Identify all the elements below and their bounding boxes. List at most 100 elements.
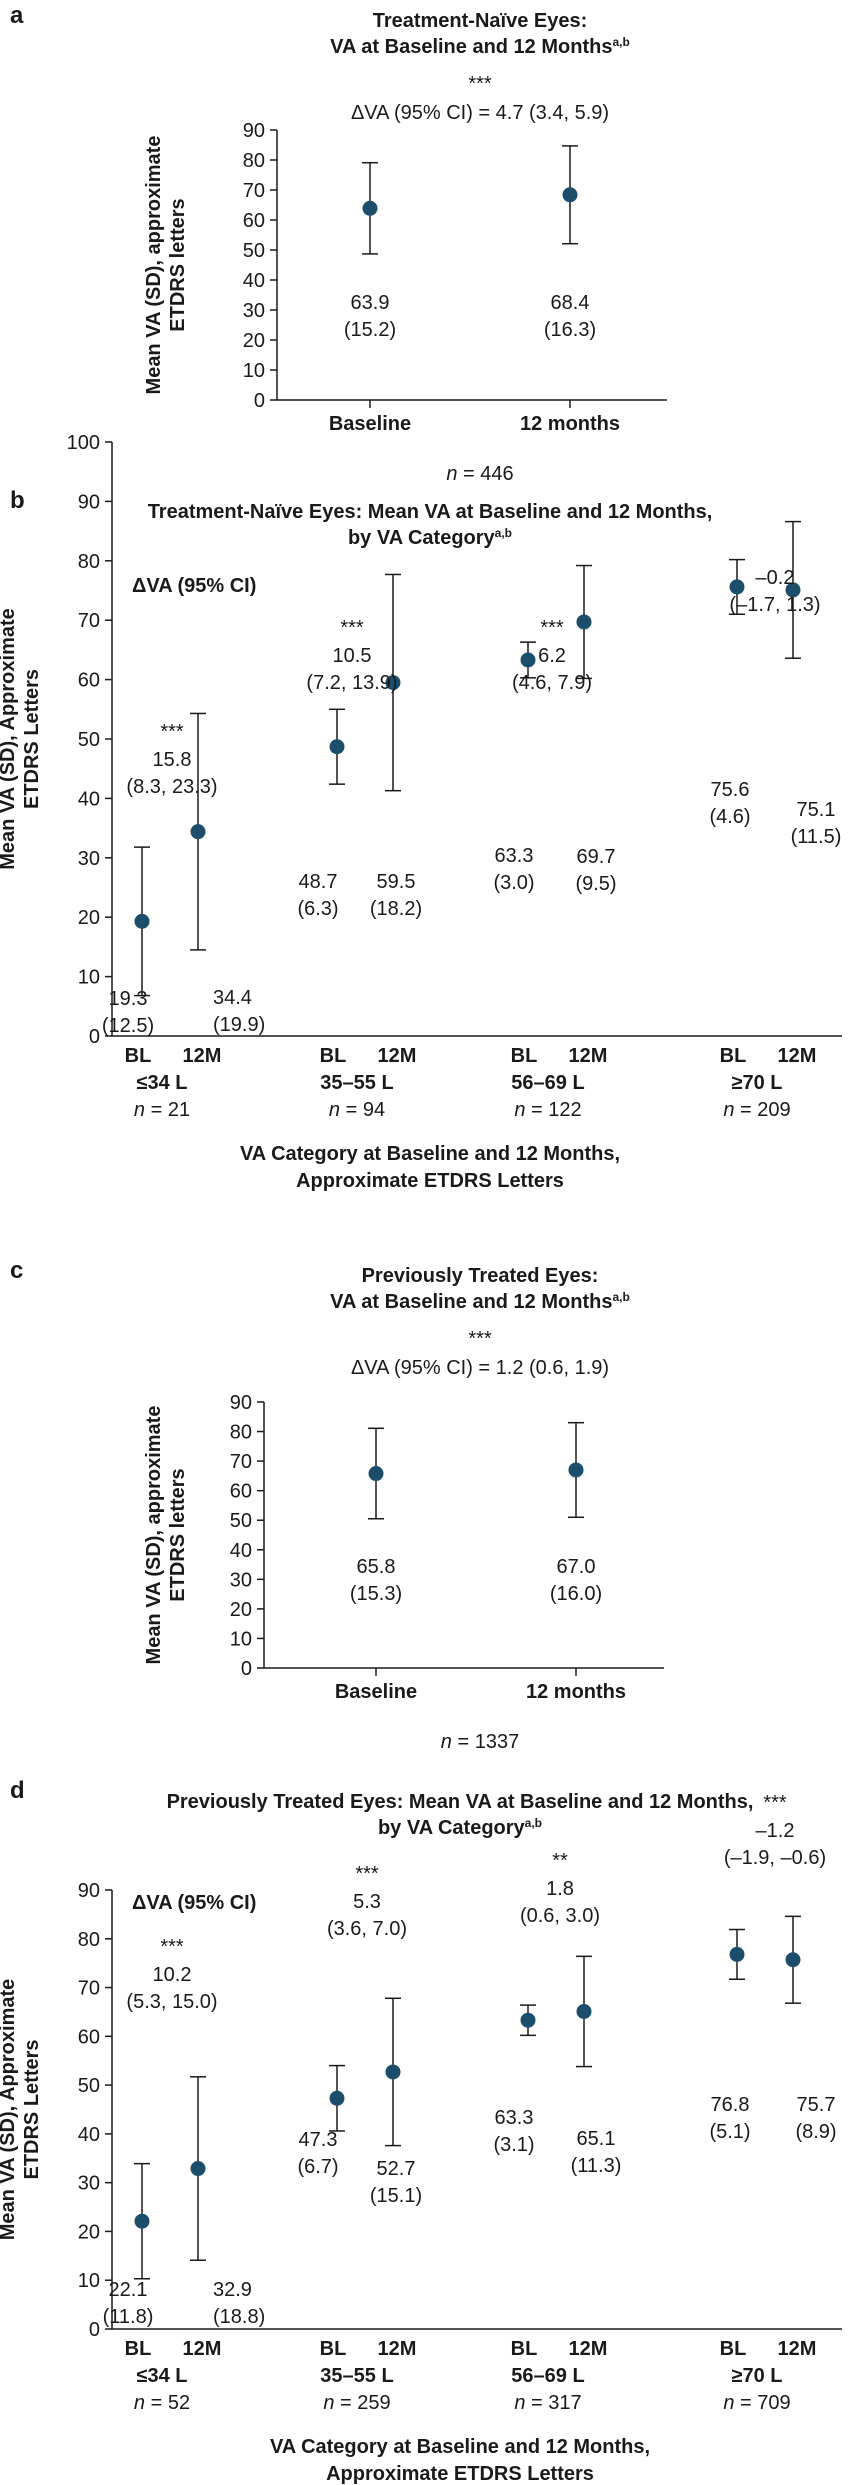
group-d-0-tick-bl: BL [125,2338,152,2360]
title-line2-c: VA at Baseline and 12 Monthsa,b [330,1290,630,1313]
panel-a-y-tick-label: 30 [243,300,265,322]
group-d-0-12m-value-mean: 32.9 [213,2279,252,2301]
x-tick-label-c: 12 months [526,1681,626,1703]
title-line1-d: Previously Treated Eyes: Mean VA at Base… [167,1791,754,1813]
group-d-3-12m-value-mean: 75.7 [797,2094,836,2116]
significance-c: *** [468,1328,492,1350]
n-label-c: n = 1337 [441,1731,519,1753]
group-d-1-category-label: 35–55 L [320,2365,393,2387]
group-b-3-bl-point [729,579,745,595]
group-b-0-category-label: ≤34 L [137,1072,188,1094]
panel-c-y-tick-label: 0 [241,1658,252,1680]
panel-d-y-tick-label: 0 [89,2319,100,2341]
group-d-1-12m-value-sd: (15.1) [370,2185,422,2207]
group-d-3-bl-value-sd: (5.1) [709,2121,750,2143]
group-b-1-12m-value-sd: (18.2) [370,898,422,920]
group-d-2-significance: ** [552,1850,568,1872]
group-d-1-delta-value: 5.3 [353,1891,381,1913]
group-b-3-delta-ci: (–1.7, 1.3) [729,594,820,616]
panel-d-y-tick-label: 10 [78,2270,100,2292]
group-b-2-delta-ci: (4.6, 7.9) [512,672,592,694]
title-line1-b: Treatment-Naïve Eyes: Mean VA at Baselin… [148,501,713,523]
panel-d-y-tick-label: 30 [78,2173,100,2195]
group-d-1-n-label: n = 259 [323,2392,390,2414]
group-d-3-category-label: ≥70 L [732,2365,783,2387]
group-b-2-12m-point [576,614,592,630]
y-axis-label-line1-b: Mean VA (SD), Approximate [0,608,19,870]
panel-c-y-tick-label: 30 [230,1569,252,1591]
value-label-mean-a: 68.4 [551,292,590,314]
group-b-2-12m-value-sd: (9.5) [575,873,616,895]
panel-c-y-tick-label: 40 [230,1540,252,1562]
group-d-3-n-label: n = 709 [723,2392,790,2414]
panel-d-y-tick-label: 70 [78,1978,100,2000]
title-line1-a: Treatment-Naïve Eyes: [373,10,588,32]
delta-va-a: ΔVA (95% CI) = 4.7 (3.4, 5.9) [351,102,609,124]
group-b-1-delta-ci: (7.2, 13.9) [306,672,397,694]
legend-delta-label-d: ΔVA (95% CI) [132,1892,256,1914]
panel-b-y-tick-label: 0 [89,1026,100,1048]
group-b-0-n-label: n = 21 [134,1099,190,1121]
group-d-0-12m-point [190,2161,206,2177]
group-b-3-n-label: n = 209 [723,1099,790,1121]
group-b-0-bl-value-mean: 19.3 [109,988,148,1010]
panel-label-a: a [10,2,24,29]
panel-b-y-tick-label: 100 [67,432,100,454]
group-b-0-12m-value-sd: (19.9) [213,1014,265,1036]
panel-b-y-tick-label: 50 [78,729,100,751]
panel-c-y-tick-label: 10 [230,1628,252,1650]
x-tick-label-a: Baseline [329,413,411,435]
group-d-1-tick-bl: BL [320,2338,347,2360]
group-b-3-12m-value-sd: (11.5) [791,826,842,848]
panel-c-y-tick-label: 20 [230,1599,252,1621]
group-b-0-12m-point [190,824,206,840]
group-b-2-bl-value-sd: (3.0) [493,872,534,894]
group-d-2-tick-12m: 12M [569,2338,608,2360]
group-b-0-bl-point [134,913,150,929]
group-d-2-bl-value-sd: (3.1) [493,2134,534,2156]
x-tick-label-c: Baseline [335,1681,417,1703]
group-b-0-tick-bl: BL [125,1045,152,1067]
group-d-0-bl-value-sd: (11.8) [103,2306,154,2328]
x-axis-title-line1-d: VA Category at Baseline and 12 Months, [270,2436,650,2458]
group-b-1-significance: *** [340,617,364,639]
point-c-0-point [368,1466,384,1482]
x-axis-title-line2-b: Approximate ETDRS Letters [296,1170,564,1192]
panel-c-y-tick-label: 90 [230,1392,252,1414]
panel-d-y-tick-label: 50 [78,2075,100,2097]
group-b-1-n-label: n = 94 [329,1099,385,1121]
y-axis-label-line2-b: ETDRS Letters [21,669,43,809]
panel-b: b Treatment-Naïve Eyes: Mean VA at Baseli… [0,432,842,1192]
group-b-0-delta-ci: (8.3, 23.3) [126,776,217,798]
y-axis-label-line2-c: ETDRS letters [167,1468,189,1601]
panel-b-y-tick-label: 70 [78,610,100,632]
group-d-3-12m-value-sd: (8.9) [795,2121,836,2143]
panel-b-y-tick-label: 20 [78,907,100,929]
group-b-3-tick-bl: BL [720,1045,747,1067]
group-b-2-12m-value-mean: 69.7 [577,846,616,868]
panel-b-y-tick-label: 60 [78,670,100,692]
delta-va-c: ΔVA (95% CI) = 1.2 (0.6, 1.9) [351,1357,609,1379]
group-d-0-12m-value-sd: (18.8) [213,2306,265,2328]
group-d-3-tick-bl: BL [720,2338,747,2360]
panel-c-y-tick-label: 50 [230,1510,252,1532]
x-axis-title-line2-d: Approximate ETDRS Letters [326,2463,594,2485]
panel-c-y-tick-label: 80 [230,1422,252,1444]
panel-a: a Treatment-Naïve Eyes: VA at Baseline and… [10,2,667,485]
group-b-0-bl-value-sd: (12.5) [102,1015,154,1037]
group-d-0-category-label: ≤34 L [137,2365,188,2387]
panel-a-y-tick-label: 50 [243,240,265,262]
group-b-3-12m-point [785,582,801,598]
panel-a-y-tick-label: 60 [243,210,265,232]
group-d-1-bl-value-mean: 47.3 [299,2129,338,2151]
group-b-1-bl-value-mean: 48.7 [299,871,338,893]
group-d-3-12m-point [785,1952,801,1968]
group-d-3-tick-12m: 12M [778,2338,817,2360]
value-label-sd-a: (16.3) [544,319,596,341]
panel-d-y-tick-label: 90 [78,1880,100,1902]
value-label-mean-a: 63.9 [351,292,390,314]
group-b-0-significance: *** [160,721,184,743]
group-d-0-n-label: n = 52 [134,2392,190,2414]
y-axis-label-line1-d: Mean VA (SD), Approximate [0,1979,19,2241]
panel-d-y-tick-label: 20 [78,2221,100,2243]
